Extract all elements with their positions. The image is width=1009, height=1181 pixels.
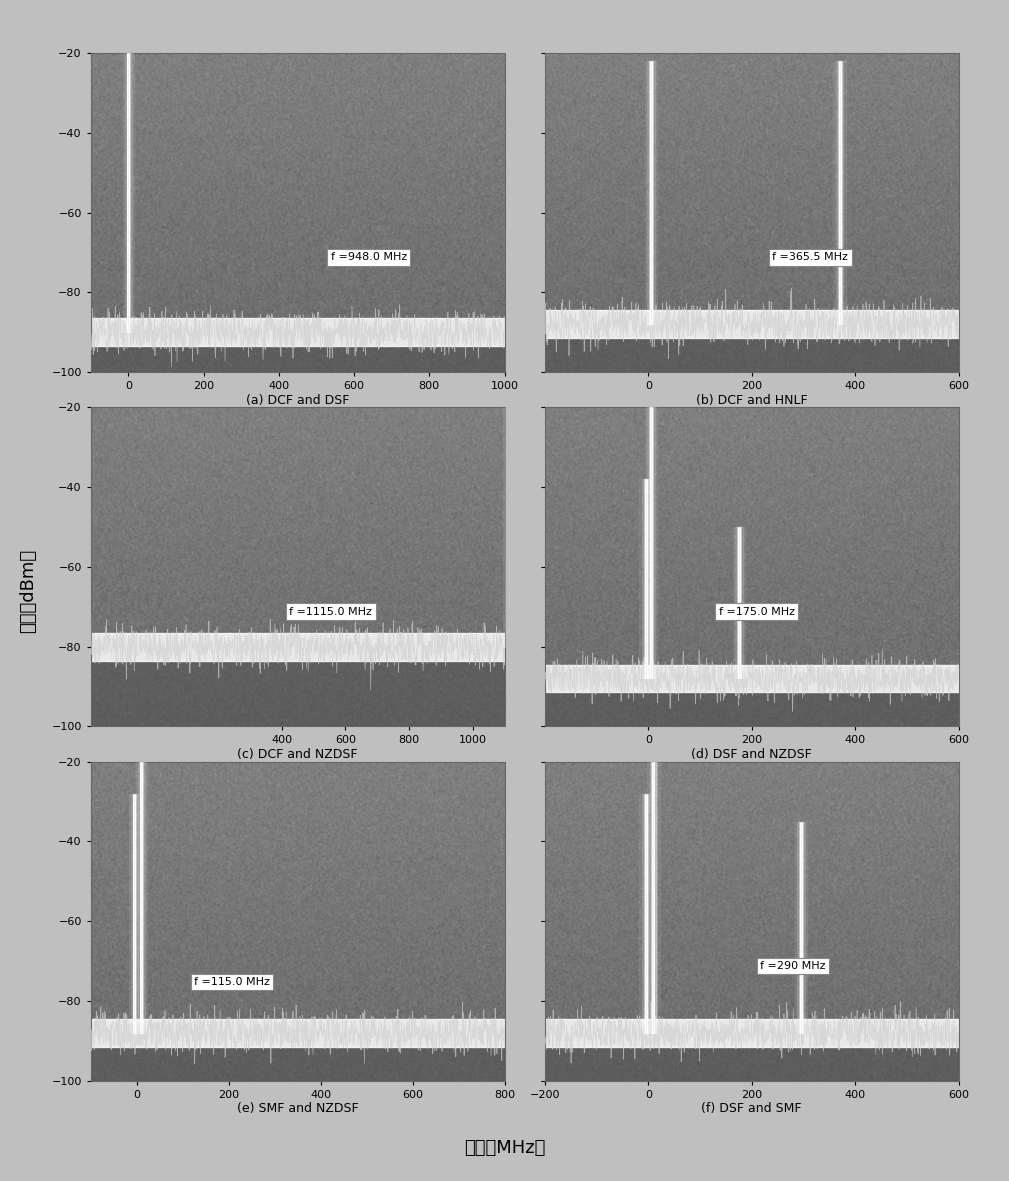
Text: f =290 MHz: f =290 MHz <box>760 961 825 971</box>
Text: f =115.0 MHz: f =115.0 MHz <box>194 977 270 987</box>
Text: 功率（dBm）: 功率（dBm） <box>19 548 37 633</box>
X-axis label: (e) SMF and NZDSF: (e) SMF and NZDSF <box>237 1102 358 1115</box>
Text: f =365.5 MHz: f =365.5 MHz <box>773 253 849 262</box>
X-axis label: (d) DSF and NZDSF: (d) DSF and NZDSF <box>691 748 812 761</box>
Text: f =175.0 MHz: f =175.0 MHz <box>718 607 795 616</box>
Text: f =948.0 MHz: f =948.0 MHz <box>331 253 407 262</box>
X-axis label: (b) DCF and HNLF: (b) DCF and HNLF <box>696 393 807 406</box>
Text: 频率（MHz）: 频率（MHz） <box>464 1138 545 1157</box>
X-axis label: (a) DCF and DSF: (a) DCF and DSF <box>246 393 349 406</box>
X-axis label: (f) DSF and SMF: (f) DSF and SMF <box>701 1102 802 1115</box>
X-axis label: (c) DCF and NZDSF: (c) DCF and NZDSF <box>237 748 358 761</box>
Text: f =1115.0 MHz: f =1115.0 MHz <box>290 607 372 616</box>
